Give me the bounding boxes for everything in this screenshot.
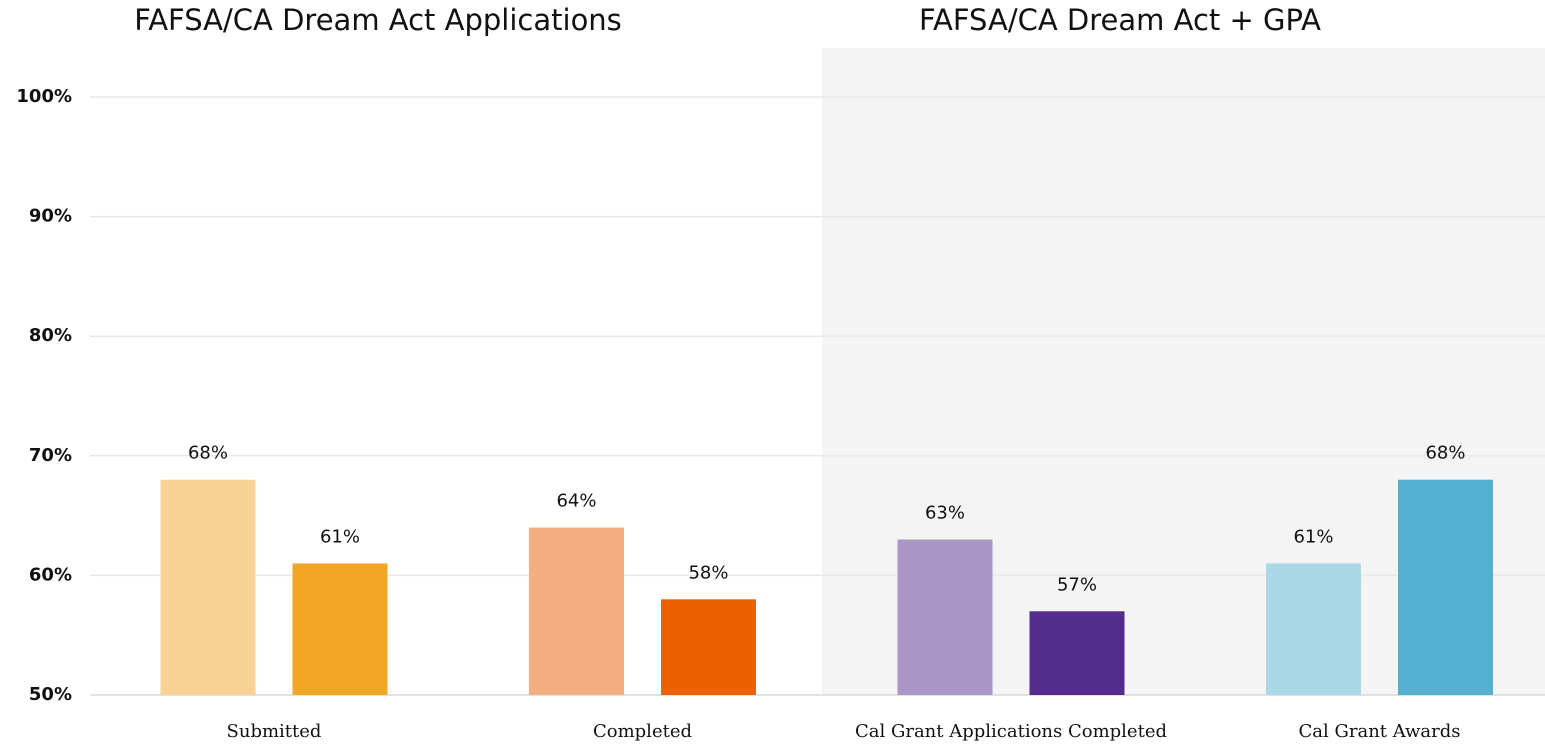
bar [1266,563,1361,695]
section-title: FAFSA/CA Dream Act + GPA [919,3,1321,37]
value-label: 63% [925,503,965,524]
x-tick-label: Cal Grant Awards [1299,721,1461,742]
bar [160,479,256,695]
value-label: 61% [1293,526,1333,547]
bar [292,563,388,695]
y-tick-label: 90% [29,206,72,227]
y-tick-label: 70% [29,445,72,466]
bar [661,599,756,695]
value-label: 58% [688,562,728,583]
value-label: 68% [188,443,228,464]
x-tick-label: Completed [593,721,692,742]
bar [897,539,993,695]
value-label: 61% [320,526,360,547]
value-label: 64% [556,491,596,512]
section-title: FAFSA/CA Dream Act Applications [134,3,622,37]
bar [529,527,624,695]
bar [1029,611,1125,695]
y-tick-label: 100% [16,86,72,107]
value-label: 57% [1057,574,1097,595]
y-tick-label: 50% [29,684,72,705]
y-tick-label: 80% [29,325,72,346]
y-tick-label: 60% [29,564,72,585]
x-tick-label: Submitted [227,721,322,742]
value-label: 68% [1425,443,1465,464]
bar [1398,479,1493,695]
x-tick-label: Cal Grant Applications Completed [855,721,1167,742]
